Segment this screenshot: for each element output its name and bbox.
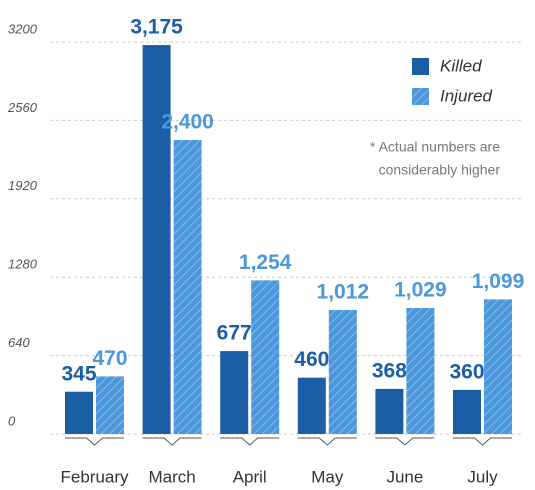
- category-bracket: [142, 437, 202, 446]
- value-label: 1,254: [239, 251, 292, 274]
- value-label: 1,012: [317, 281, 370, 304]
- x-tick-label: February: [60, 467, 129, 486]
- value-label: 460: [294, 348, 329, 371]
- legend-label: Killed: [440, 56, 482, 75]
- bar: [328, 310, 357, 434]
- bar: [96, 376, 124, 434]
- value-label: 3,175: [130, 16, 183, 39]
- bar: [297, 377, 326, 434]
- annotation: considerably higher: [379, 162, 501, 178]
- bar: [375, 388, 404, 434]
- value-label: 1,099: [472, 270, 525, 293]
- bar: [453, 389, 481, 434]
- category-bracket: [375, 437, 435, 446]
- value-label: 2,400: [161, 111, 214, 134]
- y-tick-label: 1280: [8, 257, 38, 272]
- y-tick-label: 3200: [8, 21, 38, 36]
- category-bracket: [220, 437, 280, 446]
- bar: [65, 391, 93, 434]
- value-label: 368: [372, 359, 407, 382]
- category-bracket: [297, 437, 357, 446]
- bar: [251, 280, 280, 434]
- category-bracket: [453, 437, 512, 446]
- value-label: 360: [449, 360, 484, 383]
- x-tick-label: March: [148, 467, 195, 486]
- value-label: 677: [217, 322, 252, 345]
- bar: [173, 140, 202, 434]
- x-tick-label: July: [467, 467, 498, 486]
- x-tick-label: June: [386, 467, 423, 486]
- bar: [142, 45, 171, 434]
- value-label: 470: [92, 347, 127, 370]
- y-tick-label: 0: [8, 413, 16, 428]
- legend-swatch: [412, 88, 429, 105]
- value-label: 345: [61, 362, 96, 385]
- legend-swatch: [412, 58, 429, 75]
- y-tick-label: 1920: [8, 178, 38, 193]
- category-bracket: [65, 437, 124, 446]
- x-tick-label: April: [233, 467, 267, 486]
- bar: [220, 351, 249, 434]
- annotation: * Actual numbers are: [370, 139, 500, 155]
- y-tick-label: 640: [8, 335, 30, 350]
- legend-label: Injured: [440, 86, 493, 105]
- x-tick-label: May: [311, 467, 344, 486]
- bar: [484, 299, 512, 434]
- y-tick-label: 2560: [7, 100, 38, 115]
- bar: [406, 307, 435, 434]
- value-label: 1,029: [394, 278, 447, 301]
